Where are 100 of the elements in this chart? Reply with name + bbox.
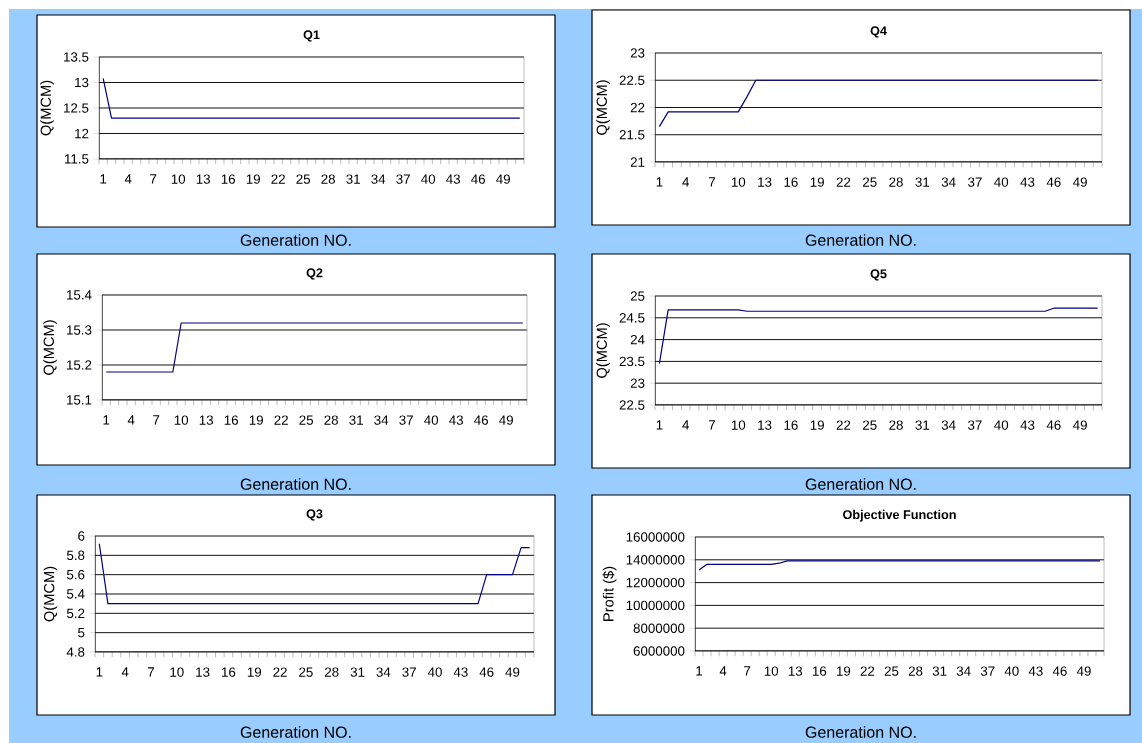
x-tick-label: 43 bbox=[1020, 420, 1035, 430]
x-tick-label: 25 bbox=[299, 415, 314, 425]
x-tick-label: 22 bbox=[271, 174, 285, 184]
x-tick-label: 16 bbox=[784, 177, 798, 187]
y-axis-title: Q(MCM) bbox=[596, 323, 610, 378]
x-tick-label: 43 bbox=[446, 174, 461, 184]
x-axis-title: Generation NO. bbox=[805, 478, 916, 490]
x-tick-label: 31 bbox=[915, 420, 930, 430]
x-tick-label: 4 bbox=[124, 174, 132, 184]
x-tick-label: 31 bbox=[915, 177, 930, 187]
y-tick-label: 5.2 bbox=[66, 608, 85, 619]
x-tick-label: 40 bbox=[421, 174, 436, 184]
x-tick-label: 13 bbox=[196, 174, 211, 184]
x-tick-label: 46 bbox=[1046, 420, 1061, 430]
y-tick-label: 23 bbox=[630, 48, 645, 58]
x-tick-label: 10 bbox=[764, 666, 779, 676]
y-tick-label: 6000000 bbox=[633, 646, 685, 656]
x-tick-label: 10 bbox=[174, 415, 189, 425]
x-tick-label: 49 bbox=[499, 415, 513, 425]
x-tick-label: 7 bbox=[708, 420, 716, 430]
y-tick-label: 21 bbox=[630, 157, 645, 167]
y-tick-label: 5.6 bbox=[66, 569, 85, 580]
x-tick-label: 13 bbox=[196, 667, 210, 677]
x-tick-label: 40 bbox=[994, 177, 1009, 187]
x-tick-label: 28 bbox=[321, 174, 336, 184]
chart-title: Q1 bbox=[303, 30, 320, 42]
x-tick-label: 10 bbox=[731, 420, 746, 430]
x-tick-label: 37 bbox=[968, 420, 982, 430]
x-tick-label: 16 bbox=[222, 667, 236, 677]
x-tick-label: 1 bbox=[656, 420, 663, 430]
y-tick-label: 5.4 bbox=[66, 589, 85, 599]
x-tick-label: 43 bbox=[453, 667, 468, 677]
x-tick-label: 37 bbox=[399, 415, 413, 425]
x-tick-label: 22 bbox=[836, 177, 851, 187]
y-tick-label: 12 bbox=[75, 128, 89, 139]
x-tick-label: 1 bbox=[696, 666, 703, 676]
y-tick-label: 15.2 bbox=[67, 360, 92, 370]
x-tick-label: 16 bbox=[812, 666, 827, 676]
y-tick-label: 10000000 bbox=[626, 600, 685, 611]
y-tick-label: 12.5 bbox=[64, 103, 89, 113]
x-tick-label: 40 bbox=[994, 420, 1009, 430]
x-tick-label: 43 bbox=[449, 415, 464, 425]
chart-title: Q4 bbox=[870, 26, 887, 38]
x-tick-label: 49 bbox=[505, 667, 520, 677]
x-tick-label: 19 bbox=[249, 415, 263, 425]
x-tick-label: 31 bbox=[350, 667, 365, 677]
x-tick-label: 4 bbox=[682, 177, 689, 187]
x-tick-label: 34 bbox=[941, 177, 956, 187]
y-tick-label: 8000000 bbox=[633, 623, 685, 633]
x-tick-label: 28 bbox=[324, 415, 339, 425]
chart-title: Q2 bbox=[306, 268, 323, 280]
x-axis-title: Generation NO. bbox=[240, 726, 351, 738]
x-tick-label: 7 bbox=[147, 667, 154, 677]
x-tick-label: 10 bbox=[171, 174, 186, 184]
x-tick-label: 19 bbox=[836, 666, 851, 676]
x-tick-label: 19 bbox=[810, 420, 824, 430]
x-tick-label: 37 bbox=[968, 177, 982, 187]
chart-title: Objective Function bbox=[843, 509, 956, 522]
x-tick-label: 28 bbox=[889, 420, 903, 430]
x-tick-label: 40 bbox=[424, 415, 439, 425]
x-tick-label: 46 bbox=[1052, 666, 1067, 676]
x-tick-label: 1 bbox=[100, 174, 107, 184]
x-tick-label: 4 bbox=[682, 420, 689, 430]
x-axis-title: Generation NO. bbox=[805, 234, 916, 246]
x-tick-label: 13 bbox=[199, 415, 214, 425]
x-tick-label: 46 bbox=[474, 415, 489, 425]
x-tick-label: 13 bbox=[758, 177, 772, 187]
x-tick-label: 16 bbox=[221, 174, 236, 184]
y-tick-label: 6 bbox=[78, 531, 85, 541]
y-axis-title: Q(MCM) bbox=[43, 566, 58, 622]
x-tick-label: 46 bbox=[471, 174, 486, 184]
x-tick-label: 13 bbox=[758, 420, 772, 430]
x-tick-label: 4 bbox=[719, 666, 727, 676]
x-tick-label: 37 bbox=[396, 174, 410, 184]
x-tick-label: 49 bbox=[1073, 420, 1087, 430]
x-tick-label: 34 bbox=[941, 420, 956, 430]
x-tick-label: 43 bbox=[1020, 177, 1035, 187]
x-tick-label: 1 bbox=[656, 177, 663, 187]
x-tick-label: 1 bbox=[96, 667, 103, 677]
x-tick-label: 34 bbox=[374, 415, 389, 425]
y-tick-label: 5.8 bbox=[66, 550, 85, 561]
x-tick-label: 37 bbox=[980, 666, 995, 676]
x-tick-label: 28 bbox=[908, 666, 923, 676]
y-tick-label: 25 bbox=[630, 291, 645, 301]
x-tick-label: 40 bbox=[1004, 666, 1019, 676]
x-tick-label: 16 bbox=[224, 415, 239, 425]
x-tick-label: 10 bbox=[170, 667, 184, 677]
x-tick-label: 34 bbox=[376, 667, 391, 677]
y-tick-label: 14000000 bbox=[626, 555, 685, 565]
x-tick-label: 43 bbox=[1028, 666, 1043, 676]
y-axis-title: Q(MCM) bbox=[43, 320, 57, 375]
x-tick-label: 10 bbox=[731, 177, 746, 187]
x-tick-label: 4 bbox=[121, 667, 129, 677]
x-tick-label: 13 bbox=[788, 666, 803, 676]
x-tick-label: 34 bbox=[371, 174, 386, 184]
x-tick-label: 19 bbox=[247, 667, 262, 677]
x-tick-label: 7 bbox=[150, 174, 157, 184]
x-tick-label: 25 bbox=[299, 667, 313, 677]
x-tick-label: 7 bbox=[153, 415, 160, 425]
x-tick-label: 31 bbox=[346, 174, 360, 184]
